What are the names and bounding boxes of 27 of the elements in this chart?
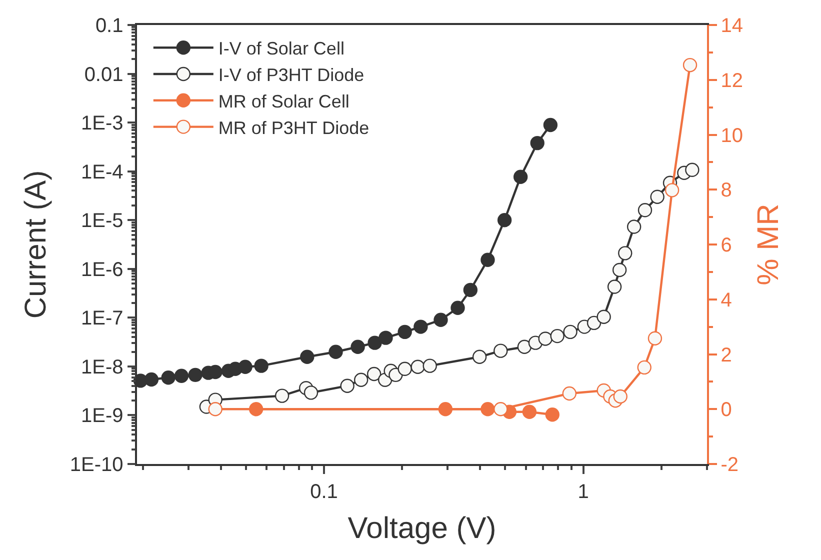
- y2-tick-label: 14: [720, 15, 743, 37]
- legend-label: I-V of Solar Cell: [218, 38, 344, 59]
- y-tick-label: 1E-5: [81, 210, 124, 232]
- y-tick-label: 1E-8: [81, 356, 124, 378]
- y2-axis-title: % MR: [752, 204, 785, 286]
- y-axis-title: Current (A): [19, 170, 52, 319]
- y-tick-label: 1E-4: [81, 161, 124, 184]
- y2-tick-label: 8: [720, 180, 732, 202]
- legend-label: I-V of P3HT Diode: [218, 65, 364, 86]
- y-tick-label: 0.1: [95, 15, 124, 37]
- y-tick-label: 1E-9: [81, 405, 124, 428]
- x-tick-label: 1: [578, 480, 589, 503]
- y-tick-label: 1E-10: [70, 454, 124, 476]
- y2-tick-label: 0: [720, 399, 732, 422]
- y2-tick-label: 10: [720, 124, 743, 147]
- legend-label: MR of Solar Cell: [218, 91, 350, 112]
- y2-tick-label: 6: [720, 234, 732, 256]
- y-tick-label: 0.01: [84, 64, 124, 86]
- y2-tick-label: 4: [720, 289, 732, 312]
- legend-label: MR of P3HT Diode: [218, 118, 370, 138]
- y2-tick-label: 2: [720, 344, 732, 366]
- y2-tick-label: -2: [720, 454, 739, 476]
- y-tick-label: 1E-7: [81, 308, 124, 330]
- y-tick-label: 1E-3: [81, 112, 124, 135]
- x-axis-title: Voltage (V): [348, 512, 496, 545]
- y2-tick-label: 12: [720, 70, 743, 92]
- y-tick-label: 1E-6: [81, 258, 124, 281]
